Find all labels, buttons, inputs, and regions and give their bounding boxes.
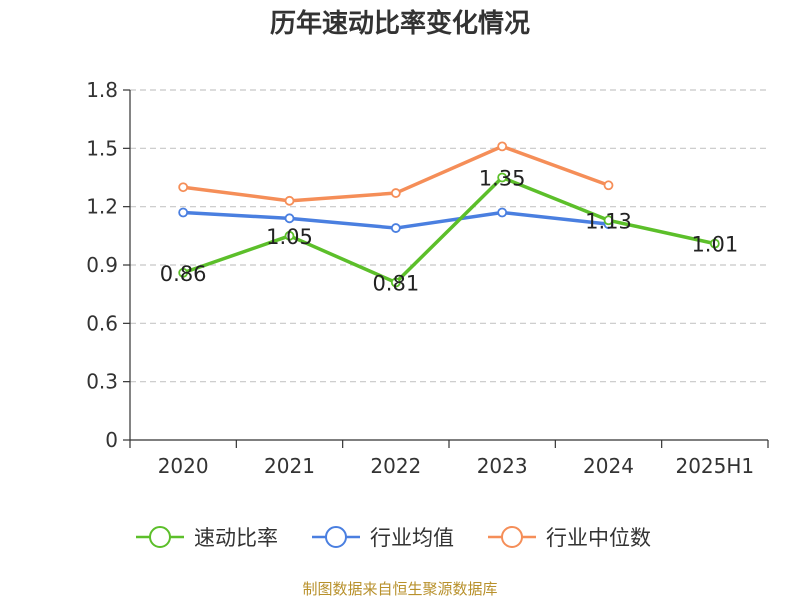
series-layer (178, 141, 720, 288)
data-label-layer: 0.86 1.05 0.81 1.35 1.13 1.01 (160, 167, 738, 296)
data-point (497, 141, 508, 152)
data-point (284, 195, 295, 206)
series-line-1 (182, 175, 716, 285)
data-point (709, 238, 720, 249)
legend-label: 行业中位数 (546, 526, 651, 550)
chart-title: 历年速动比率变化情况 (270, 8, 530, 39)
x-tick-label: 2021 (264, 454, 315, 478)
data-label: 1.01 (691, 233, 738, 257)
data-point (178, 207, 189, 218)
axis-layer: 0 0.3 0.6 0.9 1.2 1.5 1.8 2020 2021 2022 2023 2024 2… (86, 78, 769, 478)
data-point (390, 188, 401, 198)
data-point (284, 213, 295, 224)
grid-layer (130, 89, 768, 383)
data-label: 0.81 (372, 272, 419, 296)
source-note: 制图数据来自恒生聚源数据库 (302, 580, 497, 598)
data-point (603, 215, 614, 226)
data-point (178, 182, 189, 193)
y-tick-label: 0.3 (86, 370, 118, 394)
legend-swatch-marker (149, 526, 171, 548)
legend-label: 速动比率 (194, 526, 278, 550)
data-label: 1.05 (266, 225, 313, 249)
x-tick-label: 2024 (583, 454, 634, 478)
data-label: 1.13 (585, 209, 632, 233)
legend: 速动比率 行业均值 行业中位数 (136, 526, 651, 550)
data-label: 1.35 (479, 167, 526, 191)
data-label: 0.86 (160, 262, 207, 286)
data-point (390, 223, 401, 233)
y-tick-label: 0.9 (86, 253, 118, 277)
y-tick-label: 1.5 (86, 136, 118, 160)
data-point (603, 180, 614, 191)
legend-label: 行业均值 (370, 526, 454, 550)
x-tick-label: 2020 (158, 454, 209, 478)
y-tick-label: 0.6 (86, 311, 118, 335)
legend-swatch-marker (501, 526, 523, 548)
legend-swatch-marker (325, 526, 347, 548)
y-tick-label: 1.8 (86, 78, 118, 102)
data-point (178, 267, 189, 278)
data-point (497, 172, 508, 183)
data-point (284, 230, 295, 241)
x-tick-label: 2025H1 (675, 454, 754, 478)
y-tick-label: 1.2 (86, 195, 118, 219)
x-tick-label: 2023 (477, 454, 528, 478)
data-point (497, 207, 508, 218)
data-point (390, 277, 401, 288)
x-tick-label: 2022 (370, 454, 421, 478)
y-tick-label: 0 (105, 428, 118, 452)
